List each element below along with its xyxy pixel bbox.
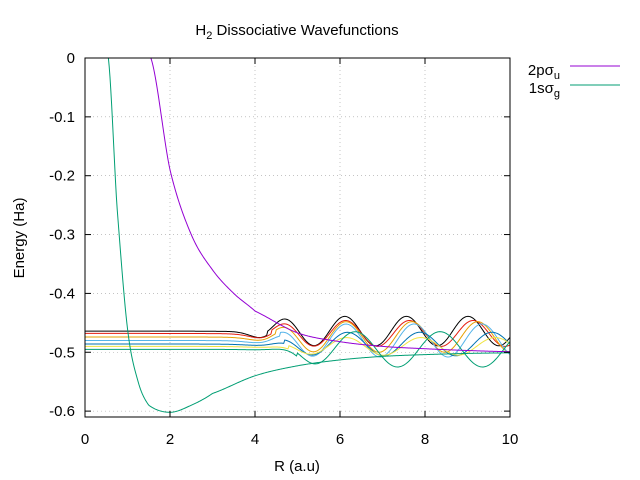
chart-title-rest: Dissociative Wavefunctions bbox=[212, 22, 398, 39]
plot-curves bbox=[85, 57, 511, 413]
tick-labels: 0 2 4 6 8 10 0 -0.1 -0.2 -0.3 -0.4 -0.5 -0.6 bbox=[49, 50, 518, 448]
chart-title-subscript: 2 bbox=[206, 30, 212, 42]
y-tick-label: -0.5 bbox=[49, 344, 75, 361]
ticks bbox=[84, 57, 511, 417]
x-tick-label: 8 bbox=[421, 431, 429, 448]
wavefunction-curve bbox=[85, 323, 511, 358]
grid bbox=[85, 58, 510, 417]
y-tick-label: -0.6 bbox=[49, 403, 75, 420]
y-axis-label: Energy (Ha) bbox=[11, 198, 28, 279]
x-tick-label: 4 bbox=[251, 431, 259, 448]
legend: 2pσu 1sσg bbox=[528, 62, 620, 100]
x-tick-label: 2 bbox=[166, 431, 174, 448]
x-tick-label: 6 bbox=[336, 431, 344, 448]
potential-curve bbox=[107, 57, 511, 413]
wavefunction-curve bbox=[85, 331, 511, 368]
potential-curve bbox=[150, 57, 511, 353]
x-tick-label: 10 bbox=[502, 431, 519, 448]
y-tick-label: -0.1 bbox=[49, 109, 75, 126]
y-tick-label: 0 bbox=[67, 50, 75, 67]
x-tick-label: 0 bbox=[81, 431, 89, 448]
chart-title: H2 Dissociative Wavefunctions bbox=[195, 22, 398, 42]
y-tick-label: -0.2 bbox=[49, 168, 75, 185]
wavefunction-curve bbox=[85, 331, 511, 357]
legend-label-1ssg: 1sσg bbox=[529, 80, 560, 100]
y-tick-label: -0.3 bbox=[49, 227, 75, 244]
wavefunction-curve bbox=[85, 321, 511, 353]
plot-frame bbox=[84, 57, 511, 418]
y-tick-label: -0.4 bbox=[49, 285, 75, 302]
x-axis-label: R (a.u) bbox=[274, 458, 320, 475]
wavefunction-curve bbox=[85, 337, 511, 356]
legend-label-2psu: 2pσu bbox=[528, 62, 560, 82]
wavefunction-curve bbox=[85, 315, 511, 347]
